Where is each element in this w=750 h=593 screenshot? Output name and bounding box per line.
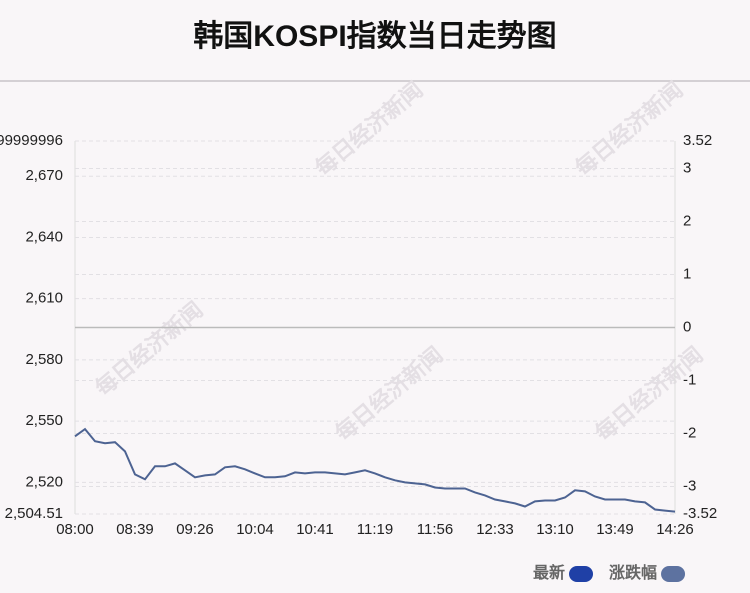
x-tick-label: 08:00 — [56, 521, 94, 538]
legend-swatch — [661, 566, 686, 582]
x-tick-label: 11:56 — [417, 521, 453, 538]
y2-tick-label: 3 — [683, 160, 691, 177]
x-tick-label: 12:33 — [476, 521, 514, 538]
legend-label: 最新 — [533, 563, 565, 582]
y2-tick-label: -1 — [683, 371, 696, 388]
y-tick-label: 2,520 — [25, 473, 63, 490]
chart-title: 韩国KOSPI指数当日走势图 — [193, 20, 556, 53]
y-tick-label: 2,550 — [25, 412, 63, 429]
y2-tick-label: -3.52 — [683, 505, 717, 522]
x-tick-label: 10:04 — [236, 521, 274, 538]
x-tick-label: 10:41 — [296, 521, 334, 538]
watermark: 每日经济新闻 — [570, 77, 688, 182]
watermark: 每日经济新闻 — [310, 77, 428, 182]
y-tick-label: 2,580 — [25, 351, 63, 368]
y-tick-label: 2,687.2499999996 — [0, 132, 63, 149]
x-tick-label: 13:10 — [536, 521, 574, 538]
x-tick-label: 13:49 — [596, 521, 634, 538]
y2-tick-label: -3 — [683, 477, 696, 494]
x-tick-label: 14:26 — [656, 521, 694, 538]
x-tick-label: 08:39 — [116, 521, 154, 538]
y-tick-label: 2,640 — [25, 228, 63, 245]
y2-tick-label: -2 — [683, 424, 696, 441]
y-tick-label: 2,610 — [25, 290, 63, 307]
y2-tick-label: 0 — [683, 318, 691, 335]
legend-swatch — [569, 566, 594, 582]
y2-tick-label: 3.52 — [683, 132, 712, 149]
y-tick-label: 2,670 — [25, 167, 63, 184]
price-line — [74, 427, 676, 513]
watermark: 每日经济新闻 — [90, 297, 208, 402]
y2-tick-label: 1 — [683, 265, 691, 282]
watermark: 每日经济新闻 — [330, 342, 448, 447]
x-tick-label: 09:26 — [176, 521, 214, 538]
legend-label: 涨跌幅 — [609, 563, 657, 582]
x-tick-label: 11:19 — [357, 521, 393, 538]
y2-tick-label: 2 — [683, 213, 691, 230]
y-tick-label: 2,504.51 — [5, 505, 63, 522]
